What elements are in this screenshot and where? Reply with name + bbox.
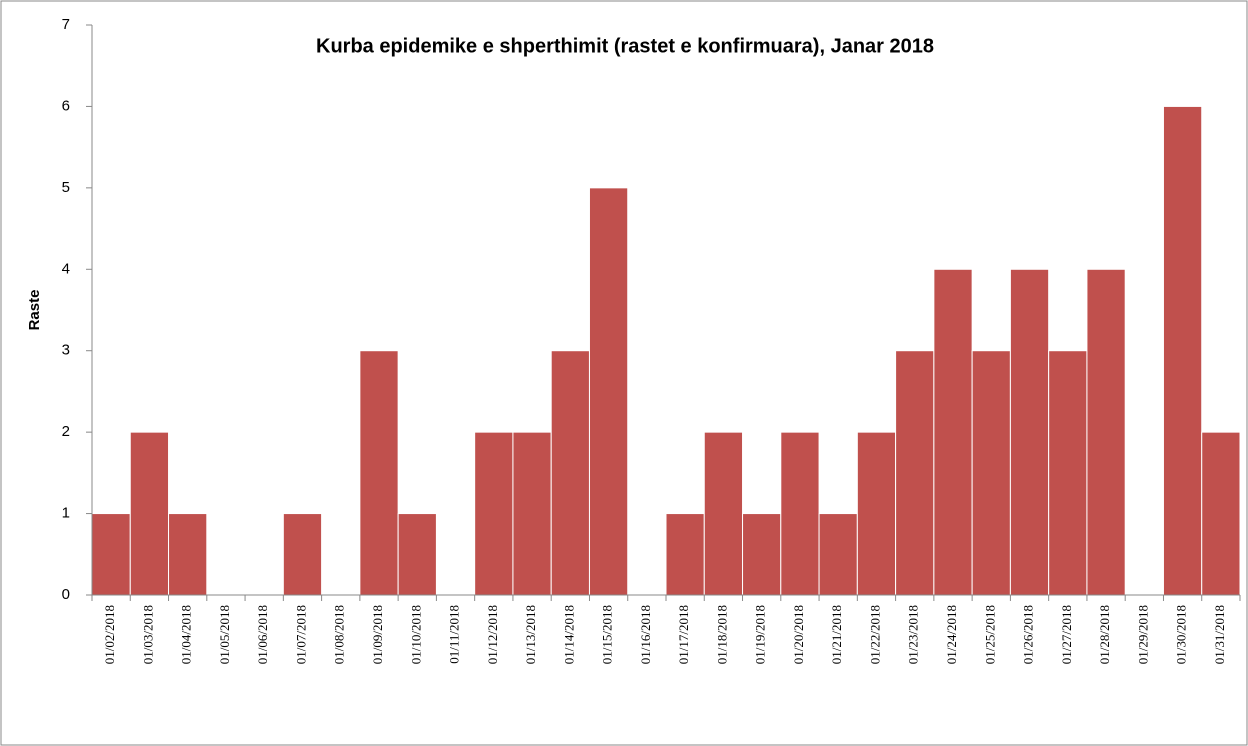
x-tick-label: 01/26/2018 — [1021, 605, 1036, 664]
y-axis-label: Raste — [26, 290, 43, 331]
x-tick-label: 01/16/2018 — [638, 605, 653, 664]
bar — [703, 431, 744, 596]
x-tick-label: 01/31/2018 — [1212, 605, 1227, 664]
y-tick-label: 6 — [62, 97, 70, 114]
y-tick-label: 4 — [62, 260, 70, 277]
x-tick-label: 01/30/2018 — [1174, 605, 1189, 664]
bar — [780, 431, 820, 596]
x-tick-label: 01/18/2018 — [714, 605, 729, 664]
bar — [1201, 431, 1241, 596]
x-tick-label: 01/28/2018 — [1097, 605, 1112, 664]
bar — [474, 431, 514, 596]
x-tick-label: 01/06/2018 — [255, 605, 270, 664]
y-tick-label: 7 — [62, 16, 70, 33]
x-tick-label: 01/22/2018 — [867, 605, 882, 664]
bar — [933, 268, 973, 596]
y-tick-label: 1 — [62, 505, 70, 522]
bar — [168, 513, 208, 596]
y-tick-label: 3 — [62, 342, 70, 359]
x-tick-label: 01/25/2018 — [982, 605, 997, 664]
bar — [359, 350, 399, 596]
x-tick-label: 01/02/2018 — [102, 605, 117, 664]
bar — [550, 350, 590, 596]
x-tick-label: 01/15/2018 — [600, 605, 615, 664]
x-tick-label: 01/03/2018 — [140, 605, 155, 664]
y-tick-label: 0 — [62, 586, 70, 603]
x-tick-label: 01/12/2018 — [485, 605, 500, 664]
bar — [1086, 268, 1126, 596]
y-tick-label: 2 — [62, 423, 70, 440]
bar — [588, 187, 629, 596]
bar — [856, 431, 897, 596]
x-tick-label: 01/17/2018 — [676, 605, 691, 664]
x-tick-label: 01/10/2018 — [408, 605, 423, 664]
x-tick-label: 01/24/2018 — [944, 605, 959, 664]
x-tick-label: 01/21/2018 — [829, 605, 844, 664]
bar — [91, 513, 131, 596]
x-tick-label: 01/05/2018 — [217, 605, 232, 664]
bar — [1162, 105, 1203, 596]
x-tick-label: 01/13/2018 — [523, 605, 538, 664]
x-tick-label: 01/04/2018 — [179, 605, 194, 664]
bar — [742, 513, 782, 596]
x-tick-label: 01/14/2018 — [561, 605, 576, 664]
x-tick-label: 01/07/2018 — [293, 605, 308, 664]
bar — [397, 513, 437, 596]
x-tick-label: 01/27/2018 — [1059, 605, 1074, 664]
bar — [282, 513, 323, 596]
chart-title: Kurba epidemike e shperthimit (rastet e … — [316, 35, 934, 57]
y-tick-label: 5 — [62, 179, 70, 196]
x-tick-label: 01/23/2018 — [906, 605, 921, 664]
bar — [1048, 350, 1088, 596]
bar — [818, 513, 858, 596]
x-tick-label: 01/20/2018 — [791, 605, 806, 664]
bar — [1009, 268, 1050, 596]
bar — [665, 513, 705, 596]
bar — [971, 350, 1011, 596]
x-tick-label: 01/19/2018 — [753, 605, 768, 664]
bar — [512, 431, 552, 596]
x-tick-label: 01/29/2018 — [1135, 605, 1150, 664]
bar — [895, 350, 935, 596]
x-tick-label: 01/08/2018 — [332, 605, 347, 664]
x-tick-label: 01/11/2018 — [447, 605, 462, 664]
bar — [129, 431, 170, 596]
x-tick-label: 01/09/2018 — [370, 605, 385, 664]
